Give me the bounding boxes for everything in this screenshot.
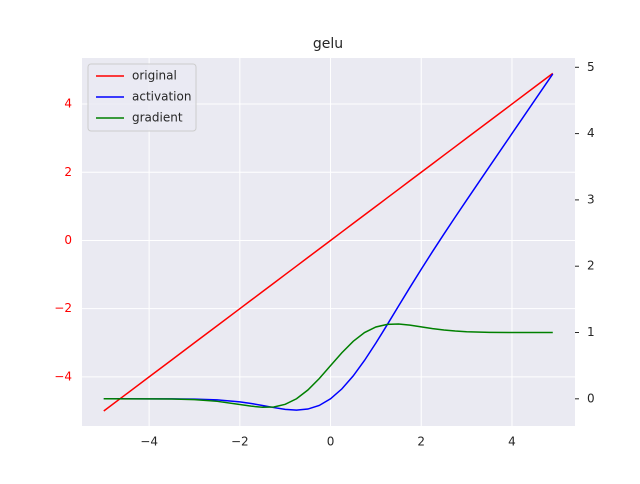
x-tick-label: 2: [417, 435, 425, 449]
x-tick-label: −4: [140, 435, 158, 449]
x-tick-label: 0: [327, 435, 335, 449]
y2-tick-label: 5: [587, 60, 595, 74]
legend-label: gradient: [132, 111, 183, 125]
y-tick-label: 2: [64, 165, 72, 179]
line: [103, 72, 554, 412]
y2-tick-label: 1: [587, 325, 595, 339]
line: [103, 323, 553, 409]
y-tick-label: 0: [64, 233, 72, 247]
chart-title: gelu: [313, 36, 343, 52]
y2-tick-label: 2: [587, 259, 595, 273]
y-tick-label: 4: [64, 97, 72, 111]
legend-box: [87, 63, 197, 132]
legend-label: original: [132, 69, 177, 83]
y2-tick-label: 3: [587, 192, 595, 206]
x-tick-label: −2: [231, 435, 249, 449]
y2-tick-label: 4: [587, 126, 595, 140]
y2-tick-label: 0: [587, 391, 595, 405]
x-tick-label: 4: [508, 435, 516, 449]
line: [103, 73, 554, 411]
legend-label: activation: [132, 90, 191, 104]
y-tick-label: −2: [54, 301, 72, 315]
y-tick-label: −4: [54, 369, 72, 383]
